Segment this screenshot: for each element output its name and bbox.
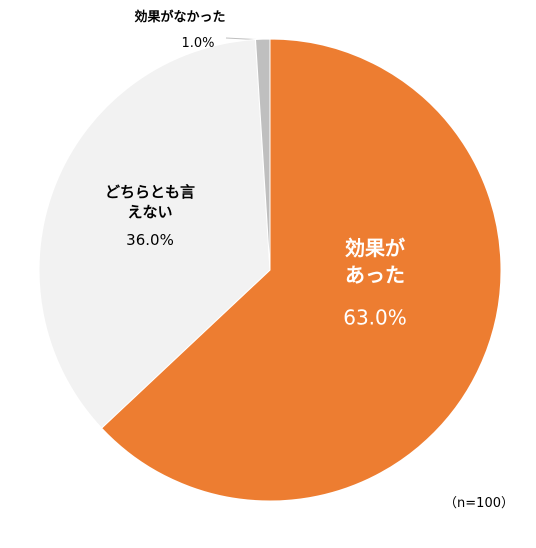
- sample-size: （n=100）: [444, 496, 514, 511]
- value-label: 36.0%: [126, 230, 174, 249]
- pie-slice: [254, 38, 271, 271]
- pie-slice: [38, 38, 271, 429]
- value-label: 63.0%: [343, 305, 407, 330]
- slice-label: 効果が あった: [345, 236, 405, 287]
- value-label: 1.0%: [181, 36, 215, 52]
- slice-label: どちらとも言 えない: [104, 182, 196, 221]
- slice-label: 効果がなかった: [134, 10, 226, 26]
- pie-slice: [100, 38, 502, 502]
